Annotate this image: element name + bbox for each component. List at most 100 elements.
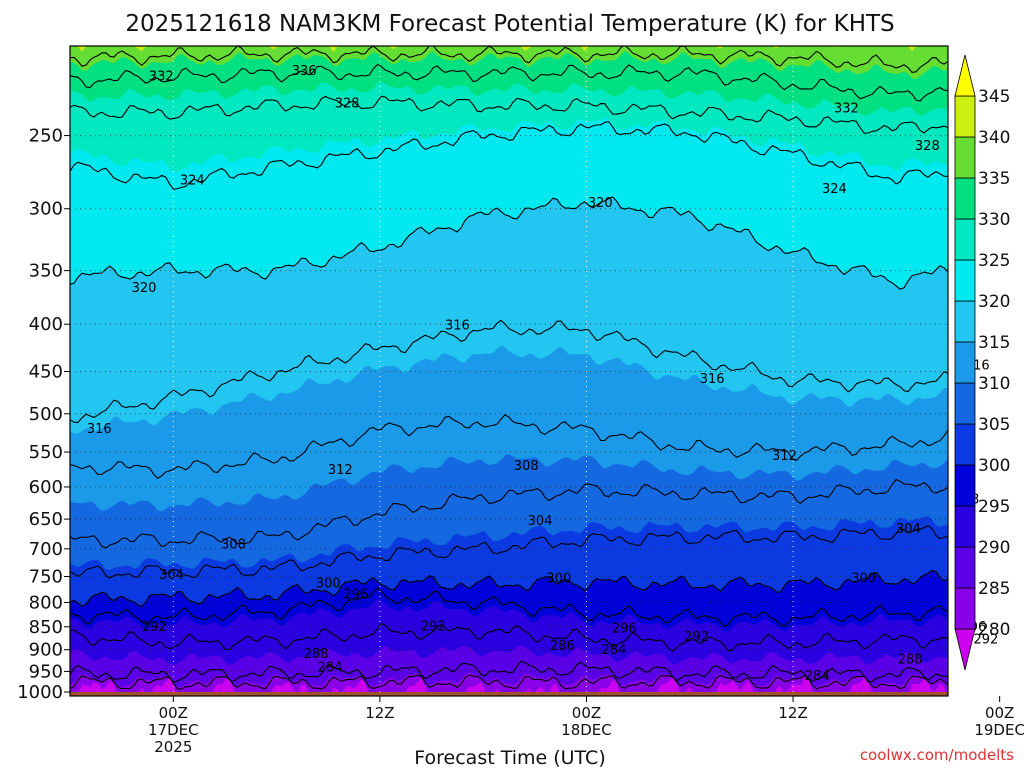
y-tick-label-550: 550 (29, 442, 63, 463)
y-axis: 2503003504004505005506006507007508008509… (17, 126, 70, 703)
contour-label-292: 292 (421, 619, 446, 634)
y-tick-label-700: 700 (29, 539, 63, 560)
colorbar-swatch-6 (954, 382, 976, 425)
contour-label-332: 332 (149, 69, 174, 84)
contour-288 (70, 660, 948, 683)
contour-label-324: 324 (822, 182, 847, 197)
y-tick-label-400: 400 (29, 314, 63, 335)
x-axis-title: Forecast Time (UTC) (414, 747, 605, 768)
contour-label-300: 300 (851, 572, 876, 587)
y-tick-label-1000: 1000 (17, 682, 63, 703)
contour-label-300: 300 (316, 576, 341, 591)
contour-label-304: 304 (159, 568, 184, 583)
contour-308 (70, 478, 948, 549)
contour-label-284: 284 (805, 669, 830, 684)
contour-label-304: 304 (896, 522, 921, 537)
contour-label-304: 304 (528, 514, 553, 529)
colorbar: 280 285 290 295 300 305 310 315 320 325 330 335 340 3… (954, 54, 1010, 671)
contour-284 (70, 674, 948, 690)
contour-label-320: 320 (588, 196, 613, 211)
ground-surface (70, 692, 948, 696)
colorbar-swatch-5 (954, 423, 976, 466)
colorbar-swatch-10 (954, 218, 976, 261)
x-tick-label-24-0: 00Z (572, 704, 601, 722)
contour-label-336: 336 (292, 64, 317, 79)
colorbar-swatch-3 (954, 505, 976, 548)
x-tick-label-0-0: 00Z (159, 704, 188, 722)
colorbar-label-345: 345 (978, 87, 1010, 107)
x-tick-label-48-0: 00Z (985, 704, 1014, 722)
x-tick-label-0-1: 17DEC (148, 721, 199, 739)
contour-336 (70, 46, 948, 73)
y-tick-label-500: 500 (29, 404, 63, 425)
contour-324 (70, 121, 948, 191)
contour-label-328: 328 (915, 139, 940, 154)
x-tick-label-48-1: 19DEC (974, 721, 1024, 739)
colorbar-label-315: 315 (978, 333, 1010, 353)
contour-label-292: 292 (684, 630, 709, 645)
colorbar-swatch-0 (954, 628, 976, 671)
theta-fill-layer (70, 46, 948, 696)
colorbar-label-285: 285 (978, 579, 1010, 599)
colorbar-label-295: 295 (978, 497, 1010, 517)
y-tick-label-350: 350 (29, 261, 63, 282)
colorbar-label-280: 280 (978, 620, 1010, 640)
colorbar-label-325: 325 (978, 251, 1010, 271)
colorbar-swatch-13 (954, 95, 976, 138)
contour-label-316: 316 (445, 319, 470, 334)
contour-label-286: 286 (550, 639, 575, 654)
contour-label-312: 312 (328, 463, 353, 478)
contour-316 (70, 319, 948, 423)
contour-332 (70, 63, 948, 102)
colorbar-swatch-14 (954, 54, 976, 97)
colorbar-swatch-11 (954, 177, 976, 220)
y-tick-label-450: 450 (29, 361, 63, 382)
x-tick-label-0-2: 2025 (154, 738, 192, 756)
contour-label-284: 284 (602, 643, 627, 658)
contour-label-324: 324 (180, 174, 205, 189)
credit-text: coolwx.com/modelts (860, 746, 1014, 764)
contour-300 (70, 569, 948, 608)
colorbar-label-310: 310 (978, 374, 1010, 394)
contour-328 (70, 95, 948, 134)
contour-label-292: 292 (142, 620, 167, 635)
theta-band-335 (70, 46, 948, 80)
colorbar-label-290: 290 (978, 538, 1010, 558)
y-tick-label-950: 950 (29, 661, 63, 682)
colorbar-swatch-12 (954, 136, 976, 179)
contour-label-308: 308 (221, 537, 246, 552)
contour-label-308: 308 (514, 459, 539, 474)
contour-label-284: 284 (318, 661, 343, 676)
colorbar-label-340: 340 (978, 128, 1010, 148)
contour-312 (70, 414, 948, 480)
chart-title: 2025121618 NAM3KM Forecast Potential Tem… (125, 11, 894, 37)
y-tick-label-800: 800 (29, 592, 63, 613)
contour-label-288: 288 (304, 647, 329, 662)
colorbar-label-335: 335 (978, 169, 1010, 189)
y-tick-label-300: 300 (29, 199, 63, 220)
contour-320 (70, 196, 948, 290)
y-tick-label-250: 250 (29, 126, 63, 147)
contour-label-316: 316 (700, 372, 725, 387)
colorbar-label-305: 305 (978, 415, 1010, 435)
contour-label-312: 312 (772, 449, 797, 464)
contour-label-316: 316 (87, 422, 112, 437)
colorbar-swatch-2 (954, 546, 976, 589)
grid-layer (70, 46, 1001, 696)
contour-label-300: 300 (547, 572, 572, 587)
colorbar-label-330: 330 (978, 210, 1010, 230)
y-tick-label-750: 750 (29, 567, 63, 588)
y-tick-label-600: 600 (29, 477, 63, 498)
colorbar-label-320: 320 (978, 292, 1010, 312)
colorbar-swatch-7 (954, 341, 976, 384)
contour-label-320: 320 (132, 281, 157, 296)
contour-296 (70, 587, 948, 628)
colorbar-swatch-8 (954, 300, 976, 343)
contour-label-288: 288 (898, 652, 923, 667)
contour-label-292: 292 (973, 632, 998, 647)
colorbar-swatch-1 (954, 587, 976, 630)
contour-292 (70, 622, 948, 652)
contour-label-296: 296 (612, 622, 637, 637)
